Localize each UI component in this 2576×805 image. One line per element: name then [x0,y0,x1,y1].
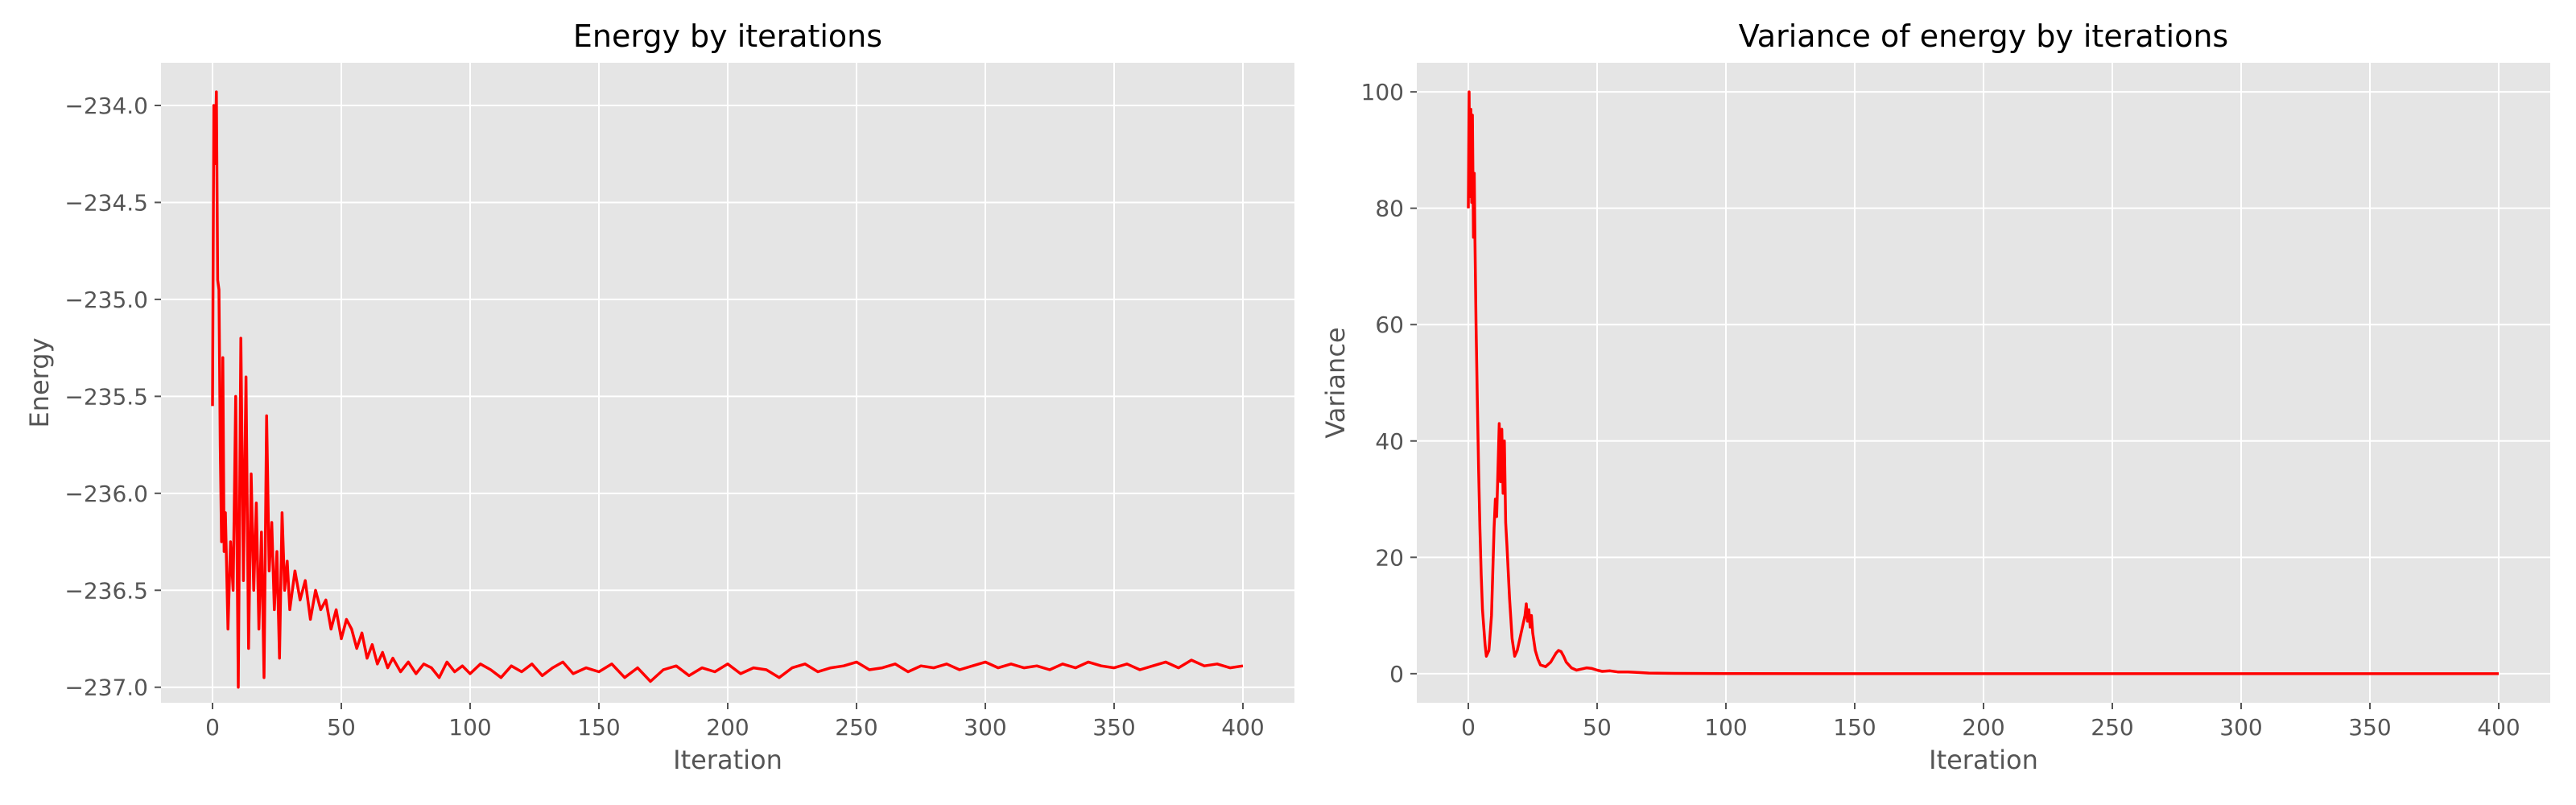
energy-series-line [211,90,1244,689]
variance-y-tick-label: 20 [1375,544,1404,571]
energy-series [211,90,1244,689]
energy-x-tick-label: 0 [205,714,220,741]
energy-x-tick-label: 300 [964,714,1006,741]
energy-y-tick-label: −234.0 [64,93,148,119]
energy-y-tick-label: −237.0 [64,675,148,701]
energy-y-axis-label: Energy [24,337,55,427]
variance-x-tick-label: 350 [2348,714,2391,741]
variance-y-ticks: 0 20 40 60 80 100 [1361,79,1417,687]
energy-x-tick-label: 50 [327,714,356,741]
energy-chart-title: Energy by iterations [573,19,882,54]
variance-x-axis-label: Iteration [1929,745,2038,775]
energy-x-tick-label: 150 [577,714,620,741]
energy-x-tick-label: 400 [1221,714,1264,741]
variance-chart: 0 50 100 150 200 250 300 350 400 0 20 40 60 80 100 Va… [1320,19,2550,775]
variance-x-tick-label: 300 [2219,714,2262,741]
energy-x-tick-label: 100 [448,714,491,741]
variance-x-tick-label: 0 [1461,714,1476,741]
energy-y-tick-label: −236.5 [64,577,148,604]
variance-series [1467,90,2499,675]
energy-y-tick-label: −235.5 [64,383,148,410]
variance-x-tick-label: 400 [2477,714,2520,741]
variance-y-tick-label: 0 [1389,661,1404,687]
variance-x-ticks: 0 50 100 150 200 250 300 350 400 [1461,703,2520,741]
variance-y-axis-label: Variance [1320,327,1351,438]
energy-x-ticks: 0 50 100 150 200 250 300 350 400 [205,703,1265,741]
energy-chart: 0 50 100 150 200 250 300 350 400 −234.0−234.5−23… [24,19,1294,775]
variance-y-tick-label: 60 [1375,312,1404,338]
variance-chart-title: Variance of energy by iterations [1739,19,2228,54]
energy-grid [161,63,1294,703]
variance-series-line [1467,90,2499,675]
energy-x-tick-label: 200 [706,714,749,741]
energy-x-tick-label: 250 [835,714,877,741]
variance-x-tick-label: 50 [1583,714,1612,741]
variance-y-tick-label: 40 [1375,428,1404,455]
energy-x-axis-label: Iteration [673,745,782,775]
variance-x-tick-label: 100 [1704,714,1747,741]
energy-y-tick-label: −234.5 [64,189,148,216]
variance-y-tick-label: 100 [1361,79,1404,105]
energy-y-ticks: −234.0 −234.5 −235.0 −235.5 −236.0 −236.5 −237… [64,93,161,701]
energy-y-tick-label: −235.0 [64,287,148,313]
variance-x-tick-label: 250 [2091,714,2133,741]
variance-y-tick-label: 80 [1375,196,1404,222]
variance-x-tick-label: 150 [1833,714,1876,741]
variance-x-tick-label: 200 [1962,714,2004,741]
energy-y-tick-label: −236.0 [64,481,148,507]
energy-x-tick-label: 350 [1092,714,1135,741]
